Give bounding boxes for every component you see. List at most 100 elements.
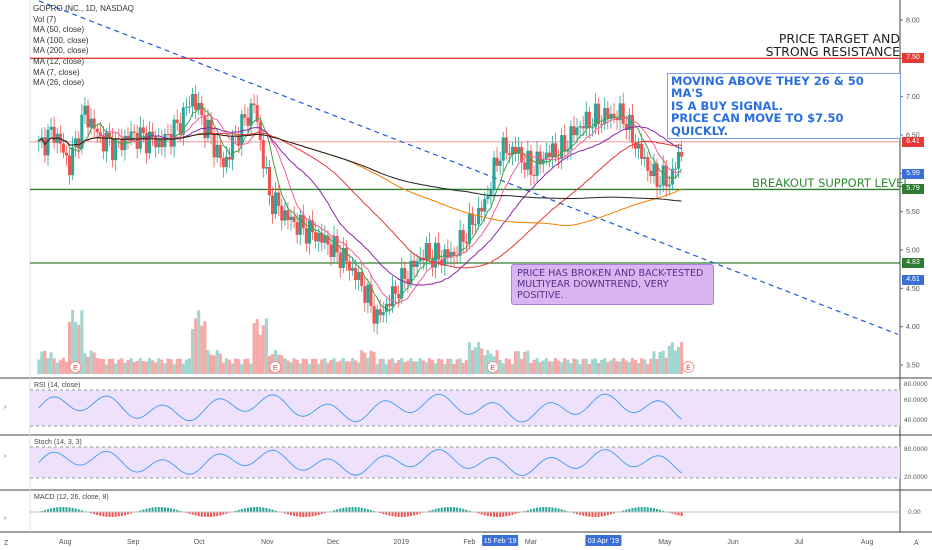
candle-body — [206, 119, 210, 139]
volume-bar — [633, 359, 638, 374]
ma12-line — [38, 114, 682, 305]
macd-bar — [551, 507, 554, 512]
macd-bar — [588, 512, 591, 517]
volume-bar — [544, 358, 548, 374]
macd-bar — [170, 508, 173, 512]
candle-body — [307, 220, 311, 244]
macd-bar — [200, 512, 203, 517]
candle-body — [418, 257, 422, 262]
candle-body — [289, 216, 293, 220]
volume-bar — [375, 364, 379, 374]
candle-body — [280, 205, 284, 221]
volume-bar — [486, 350, 490, 374]
legend-ma7[interactable]: MA (7, close) — [33, 67, 80, 77]
volume-bar — [412, 361, 416, 374]
candle-body — [409, 260, 413, 284]
symbol-title[interactable]: GOPRO INC., 1D, NASDAQ — [33, 4, 134, 13]
volume-bar — [673, 350, 678, 374]
candle-body — [326, 235, 330, 245]
earnings-icon — [682, 361, 695, 373]
macd-bar — [357, 507, 360, 512]
volume-bar — [292, 358, 296, 374]
candle-body — [95, 128, 99, 133]
macd-bar — [62, 507, 65, 512]
volume-bar — [467, 342, 471, 374]
timezone-icon[interactable]: Z — [4, 540, 9, 547]
candle-body — [375, 309, 379, 324]
volume-bar — [535, 358, 539, 374]
breakout-note[interactable]: BREAKOUT SUPPORT LEVEL — [752, 176, 910, 190]
candle-body — [630, 114, 634, 143]
collapse-icon[interactable]: › — [4, 515, 7, 522]
auto-scale-button[interactable]: A — [914, 540, 919, 547]
volume-bar — [363, 352, 367, 374]
candle-body — [147, 131, 152, 154]
macd-bar — [320, 512, 323, 515]
volume-bar — [252, 323, 256, 374]
volume-bar — [372, 351, 376, 374]
volume-bar — [400, 358, 404, 374]
volume-bar — [95, 358, 99, 374]
volume-bar — [434, 363, 438, 374]
x-tick-label: Nov — [261, 539, 274, 546]
legend-ma200[interactable]: MA (200, close) — [33, 46, 89, 56]
macd-bar — [354, 507, 357, 512]
downtrend-note[interactable]: PRICE HAS BROKEN AND BACK-TESTED MULTIYE… — [511, 264, 714, 305]
buy-signal-note[interactable]: MOVING ABOVE THEY 26 & 50 MA'S IS A BUY … — [667, 73, 901, 140]
volume-bar — [307, 364, 311, 374]
candle-body — [114, 138, 118, 161]
volume-bar — [144, 361, 148, 374]
legend-ma12[interactable]: MA (12, close) — [33, 56, 85, 66]
macd-bar — [105, 512, 108, 517]
macd-bar — [166, 507, 169, 512]
macd-bar — [646, 507, 649, 512]
candle-body — [440, 259, 444, 266]
volume-bar — [326, 362, 330, 374]
macd-bar — [379, 512, 382, 514]
x-tick-label: Mar — [525, 539, 538, 546]
legend-ma100[interactable]: MA (100, close) — [33, 35, 89, 45]
candle-body — [107, 133, 112, 138]
volume-bar — [504, 358, 508, 374]
x-cursor-label: 03 Apr '19 — [588, 538, 619, 545]
candle-body — [483, 198, 487, 212]
legend-ma50[interactable]: MA (50, close) — [33, 25, 85, 35]
y-tick-label: 3.50 — [906, 363, 920, 370]
candle-body — [43, 137, 47, 156]
candle-body — [347, 261, 351, 271]
macd-bar — [339, 508, 342, 512]
candle-body — [474, 224, 478, 226]
candle-body — [387, 303, 391, 307]
macd-bar — [108, 512, 111, 517]
candle-body — [449, 251, 453, 258]
volume-bar — [126, 360, 130, 374]
ma26-line — [38, 125, 682, 286]
volume-bar — [387, 359, 391, 374]
macd-bar — [554, 507, 557, 512]
collapse-icon[interactable]: › — [4, 404, 7, 411]
candle-body — [163, 134, 167, 148]
macd-bar — [542, 507, 545, 512]
macd-bar — [486, 512, 489, 516]
candle-body — [369, 284, 373, 307]
candle-body — [350, 267, 355, 271]
legend-vol[interactable]: Vol (7) — [33, 14, 57, 24]
legend-ma26[interactable]: MA (26, close) — [33, 78, 85, 88]
candle-body — [390, 286, 395, 307]
volume-bar — [538, 362, 542, 374]
macd-bar — [388, 512, 391, 516]
volume-bar — [597, 363, 601, 374]
volume-bar — [231, 363, 235, 374]
price-target-note[interactable]: PRICE TARGET AND STRONG RESISTANCE — [766, 32, 900, 58]
macd-bar — [240, 509, 243, 512]
candle-body — [627, 114, 631, 131]
collapse-icon[interactable]: › — [4, 453, 7, 460]
macd-bar — [271, 509, 274, 512]
macd-bar — [219, 512, 222, 516]
candle-body — [295, 222, 299, 235]
volume-bar — [197, 310, 201, 374]
volume-bar — [378, 358, 382, 374]
candle-body — [274, 192, 278, 215]
candle-body — [194, 94, 198, 110]
volume-bar — [117, 359, 121, 374]
